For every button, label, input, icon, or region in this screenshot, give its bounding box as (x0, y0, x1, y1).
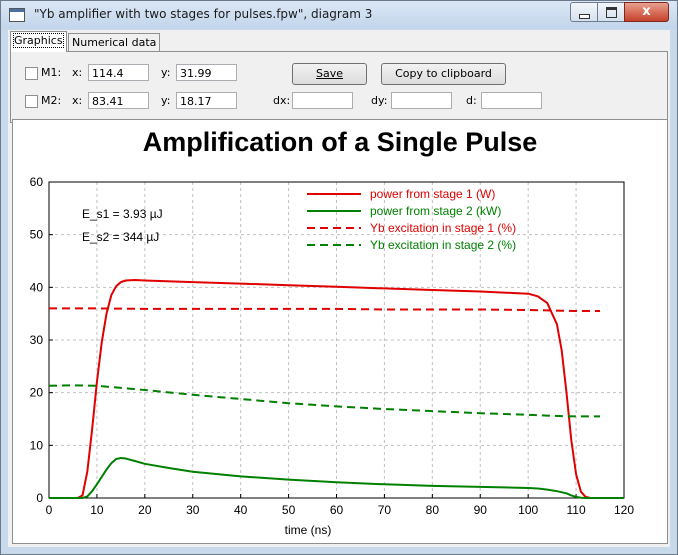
x-tick-label: 80 (426, 503, 440, 517)
chart-grid (49, 182, 624, 498)
x-tick-label: 60 (330, 503, 344, 517)
x-tick-label: 10 (90, 503, 104, 517)
close-button[interactable]: x (624, 2, 669, 22)
save-button[interactable]: Save (292, 63, 367, 85)
annotation-es2: E_s2 = 344 µJ (82, 230, 159, 244)
tab-numerical-data[interactable]: Numerical data (68, 33, 161, 52)
legend-label-3: Yb excitation in stage 1 (%) (370, 221, 516, 235)
m2-y-label: y: (161, 94, 171, 107)
series-line-1 (49, 279, 624, 499)
x-tick-label: 90 (474, 503, 488, 517)
chart-series-group (48, 279, 624, 499)
x-tick-label: 120 (614, 503, 634, 517)
m1-x-field[interactable]: 114.4 (88, 64, 149, 81)
chart-legend: power from stage 1 (W) power from stage 2… (307, 187, 516, 252)
d-label: d: (466, 94, 477, 107)
m1-x-label: x: (72, 66, 83, 79)
m2-x-label: x: (72, 94, 83, 107)
marker-panel: M1: x: 114.4 y: 31.99 Save Copy to clipb… (10, 51, 668, 123)
dx-label: dx: (273, 94, 291, 107)
tab-graphics[interactable]: Graphics (10, 31, 67, 52)
m1-y-field[interactable]: 31.99 (176, 64, 237, 81)
x-tick-label: 20 (138, 503, 152, 517)
dy-field[interactable] (391, 92, 452, 109)
legend-label-2: power from stage 2 (kW) (370, 204, 501, 218)
title-bar[interactable]: "Yb amplifier with two stages for pulses… (1, 1, 677, 29)
x-tick-label: 30 (186, 503, 200, 517)
save-button-label: Save (315, 67, 343, 80)
m2-y-field[interactable]: 18.17 (176, 92, 237, 109)
y-tick-label: 20 (30, 386, 44, 400)
minimize-icon (579, 14, 590, 19)
y-tick-label: 50 (30, 228, 44, 242)
legend-label-1: power from stage 1 (W) (370, 187, 495, 201)
y-tick-label: 0 (36, 491, 43, 505)
window-title: "Yb amplifier with two stages for pulses… (34, 7, 373, 21)
y-tick-label: 40 (30, 280, 44, 294)
y-tick-label: 60 (30, 175, 44, 189)
m1-y-label: y: (161, 66, 171, 79)
legend-label-4: Yb excitation in stage 2 (%) (370, 238, 516, 252)
series-line-2 (49, 457, 624, 499)
dx-field[interactable] (292, 92, 353, 109)
close-icon: x (642, 4, 651, 19)
x-tick-label: 0 (46, 503, 53, 517)
y-tick-label: 10 (30, 438, 44, 452)
series-line-4 (48, 384, 600, 418)
x-tick-label: 50 (282, 503, 296, 517)
plot-area[interactable]: Amplification of a Single Pulse 0 10 20 30 4… (12, 119, 668, 544)
m2-label: M2: (41, 94, 62, 107)
client-area: Graphics Numerical data M1: x: 114.4 y: … (8, 30, 670, 547)
x-axis-label: time (ns) (285, 523, 332, 537)
chart-axes: 0 10 20 30 40 50 60 70 80 90 100 110 120 0 10 20 30 40 50 6… (30, 175, 635, 517)
minimize-button[interactable] (570, 2, 598, 22)
app-icon[interactable] (9, 8, 25, 22)
tab-numerical-data-label: Numerical data (72, 36, 157, 49)
chart-svg: Amplification of a Single Pulse 0 10 20 30 4… (30, 127, 635, 537)
maximize-button[interactable] (597, 2, 625, 22)
x-tick-label: 70 (378, 503, 392, 517)
annotation-es1: E_s1 = 3.93 µJ (82, 207, 163, 221)
m2-checkbox[interactable] (25, 95, 38, 108)
copy-to-clipboard-button[interactable]: Copy to clipboard (381, 63, 506, 85)
m2-x-field[interactable]: 83.41 (88, 92, 149, 109)
tab-graphics-label: Graphics (13, 33, 64, 48)
d-field[interactable] (481, 92, 542, 109)
y-tick-label: 30 (30, 333, 44, 347)
m1-label: M1: (41, 66, 62, 79)
dy-label: dy: (371, 94, 388, 107)
x-tick-label: 110 (567, 503, 586, 517)
chart-title: Amplification of a Single Pulse (143, 127, 538, 157)
maximize-icon (606, 7, 617, 18)
m1-checkbox[interactable] (25, 67, 38, 80)
x-tick-label: 40 (234, 503, 248, 517)
x-tick-label: 100 (518, 503, 538, 517)
plot-frame (48, 181, 625, 499)
series-line-3 (49, 307, 600, 312)
